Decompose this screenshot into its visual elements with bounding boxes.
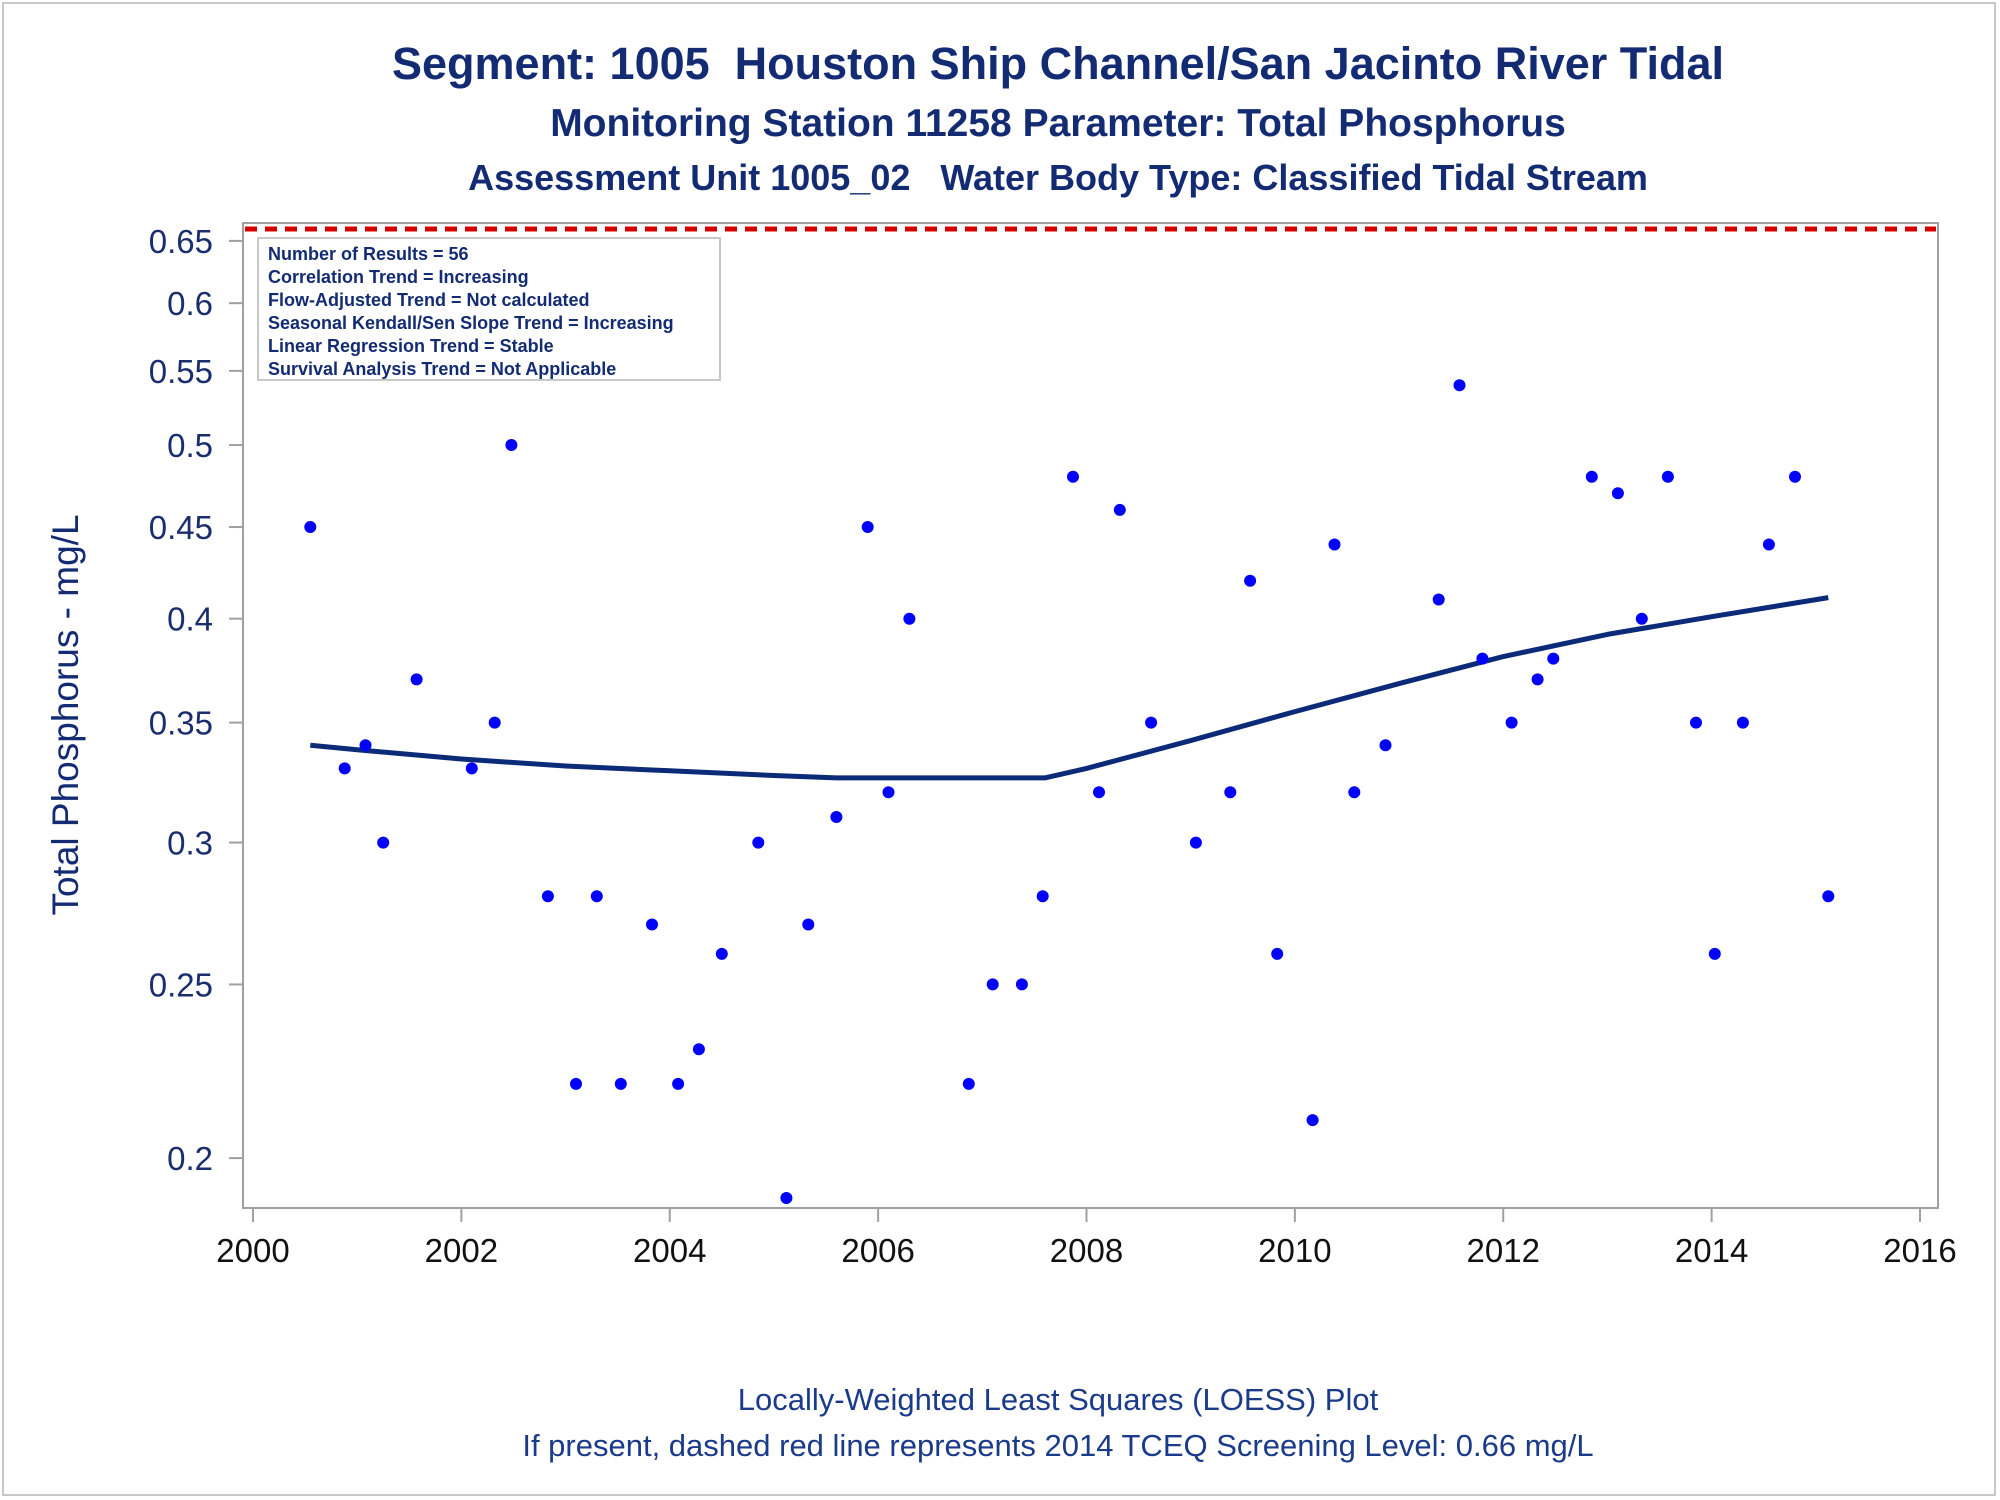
data-point — [715, 947, 728, 960]
data-point — [590, 890, 603, 903]
data-point — [903, 612, 916, 625]
data-point — [377, 836, 390, 849]
data-point — [1036, 890, 1049, 903]
y-tick-label: 0.45 — [149, 509, 213, 546]
data-point — [465, 762, 478, 775]
y-tick-label: 0.4 — [167, 601, 213, 638]
data-point — [1093, 786, 1105, 799]
data-point — [1306, 1114, 1319, 1127]
data-point — [1348, 786, 1361, 799]
data-point — [1661, 470, 1674, 483]
data-point — [962, 1077, 975, 1090]
data-point — [1453, 379, 1466, 392]
chart-subtitle-2: Assessment Unit 1005_02 Water Body Type:… — [468, 157, 1648, 198]
data-point — [1585, 470, 1598, 483]
data-point — [1708, 947, 1721, 960]
legend-entry: Flow-Adjusted Trend = Not calculated — [268, 290, 590, 310]
data-point — [1145, 716, 1158, 729]
data-point — [1762, 538, 1775, 551]
plot-area — [242, 222, 1939, 1209]
data-point — [1379, 739, 1392, 752]
x-tick-label: 2014 — [1675, 1232, 1748, 1269]
data-point — [752, 836, 765, 849]
data-point — [1476, 652, 1489, 665]
y-tick-label: 0.65 — [149, 223, 213, 260]
x-tick-label: 2010 — [1258, 1232, 1331, 1269]
chart-subtitle: Monitoring Station 11258 Parameter: Tota… — [550, 102, 1566, 145]
data-point — [1432, 593, 1445, 606]
legend-entry: Linear Regression Trend = Stable — [268, 336, 554, 356]
data-point — [1505, 716, 1518, 729]
x-tick-label: 2002 — [425, 1232, 498, 1269]
data-point — [1244, 574, 1257, 587]
chart-title: Segment: 1005 Houston Ship Channel/San J… — [392, 38, 1724, 89]
legend-entry: Number of Results = 56 — [268, 244, 469, 264]
y-tick-label: 0.6 — [167, 285, 213, 322]
y-tick-label: 0.2 — [167, 1140, 213, 1177]
data-point — [1328, 538, 1341, 551]
data-point — [1113, 503, 1126, 516]
data-points — [304, 246, 1835, 1204]
data-point — [1635, 612, 1648, 625]
data-point — [1789, 470, 1801, 483]
legend-entry: Seasonal Kendall/Sen Slope Trend = Incre… — [268, 313, 674, 333]
data-point — [986, 978, 999, 991]
legend-entry: Survival Analysis Trend = Not Applicable — [268, 359, 616, 379]
footnote-method: Locally-Weighted Least Squares (LOESS) P… — [737, 1382, 1379, 1417]
data-point — [1271, 947, 1284, 960]
x-axis: 2000 2002 2004 2006 2008 2010 2012 2014 2016 — [216, 1208, 1957, 1269]
legend-box — [257, 237, 721, 381]
data-point — [410, 673, 423, 686]
data-point — [1547, 652, 1560, 665]
data-point — [1736, 716, 1749, 729]
data-point — [1531, 673, 1544, 686]
y-tick-label: 0.25 — [149, 966, 213, 1003]
trend-legend: Number of Results = 56 Correlation Trend … — [257, 237, 721, 381]
data-point — [359, 739, 372, 752]
x-tick-label: 2016 — [1883, 1232, 1956, 1269]
data-point — [488, 716, 501, 729]
y-tick-label: 0.55 — [149, 353, 213, 390]
data-point — [338, 762, 351, 775]
data-point — [802, 918, 815, 931]
y-tick-label: 0.3 — [167, 825, 213, 862]
data-point — [541, 890, 554, 903]
data-point — [1189, 836, 1202, 849]
data-point — [304, 521, 317, 533]
x-tick-label: 2000 — [216, 1232, 289, 1269]
data-point — [861, 521, 874, 533]
data-point — [692, 1043, 705, 1056]
data-point — [646, 918, 658, 931]
x-tick-label: 2004 — [633, 1232, 706, 1269]
data-point — [1822, 890, 1835, 903]
legend-entry: Correlation Trend = Increasing — [268, 267, 529, 287]
x-tick-label: 2008 — [1050, 1232, 1123, 1269]
y-axis-label: Total Phosphorus - mg/L — [45, 514, 86, 915]
footnote-screening: If present, dashed red line represents 2… — [522, 1428, 1594, 1463]
data-point — [1015, 978, 1028, 991]
data-point — [882, 786, 895, 799]
data-point — [672, 1077, 685, 1090]
y-axis: 0.2 0.25 0.3 0.35 0.4 0.45 0.5 0.55 0.6 0.65 — [149, 223, 243, 1177]
y-tick-label: 0.35 — [149, 705, 213, 742]
data-point — [1611, 487, 1624, 500]
loess-line — [310, 595, 1829, 781]
data-point — [1690, 716, 1702, 729]
data-point — [614, 1077, 627, 1090]
x-tick-label: 2012 — [1467, 1232, 1540, 1269]
y-tick-label: 0.5 — [167, 427, 213, 464]
data-point — [780, 1192, 793, 1204]
data-point — [570, 1077, 582, 1090]
data-point — [1224, 786, 1237, 799]
data-point — [1067, 470, 1079, 483]
x-tick-label: 2006 — [841, 1232, 914, 1269]
data-point — [830, 811, 843, 823]
data-point — [505, 439, 518, 451]
